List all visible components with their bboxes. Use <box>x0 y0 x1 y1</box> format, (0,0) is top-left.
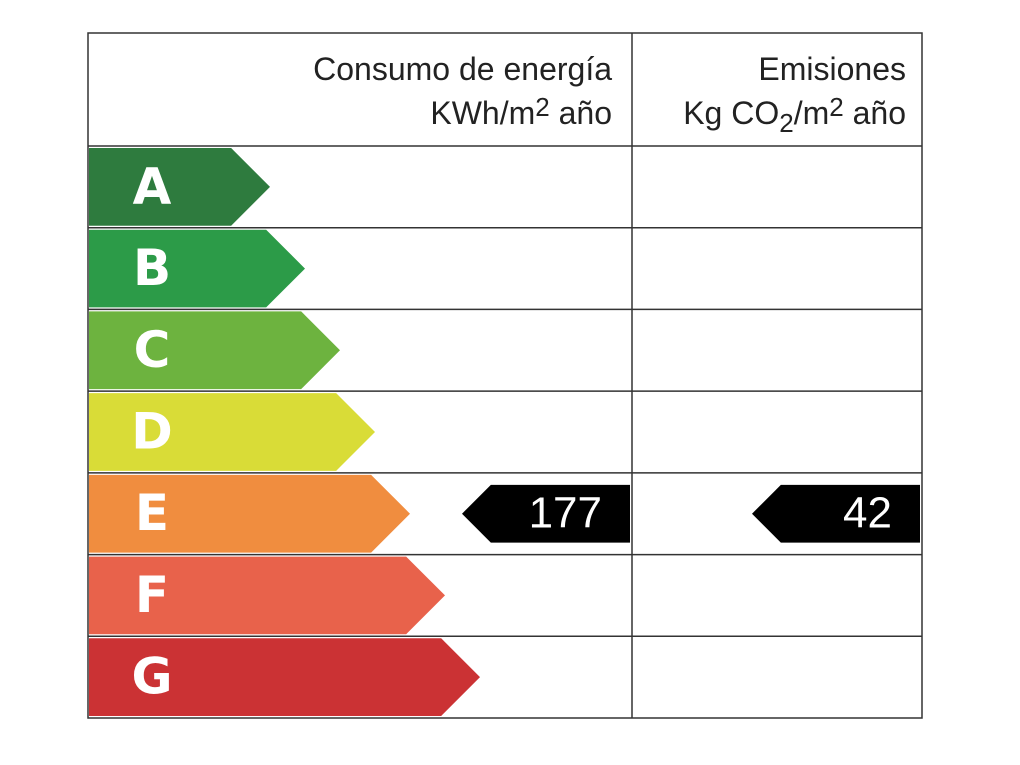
class-arrow <box>89 474 410 553</box>
unit-text: año <box>844 95 906 131</box>
unit-text: KWh/m <box>430 95 535 131</box>
subscript: 2 <box>779 108 793 138</box>
superscript: 2 <box>829 92 843 122</box>
class-letter: E <box>135 484 169 542</box>
rating-marker <box>752 484 920 543</box>
class-arrow <box>89 638 480 716</box>
rating-value: 42 <box>843 488 892 537</box>
class-letter: A <box>133 157 172 215</box>
superscript: 2 <box>535 92 549 122</box>
rating-value: 177 <box>529 488 602 537</box>
energy-title: Consumo de energía <box>313 51 612 87</box>
class-arrow <box>89 556 445 635</box>
unit-text: año <box>550 95 612 131</box>
unit-text: Kg CO <box>683 95 779 131</box>
class-letter: D <box>131 403 173 461</box>
class-letter: F <box>135 566 169 624</box>
class-arrow <box>89 311 340 390</box>
emissions-title: Emisiones <box>758 51 906 87</box>
class-letter: B <box>133 239 171 297</box>
unit-text: /m <box>794 95 830 131</box>
frame <box>87 32 923 719</box>
class-arrow <box>89 229 305 308</box>
energy-unit: KWh/m2 año <box>430 92 612 131</box>
class-letter: C <box>134 321 171 379</box>
class-arrow <box>89 393 375 471</box>
class-arrow <box>89 148 270 226</box>
class-letter: G <box>131 648 172 706</box>
rating-marker <box>462 484 630 543</box>
emissions-unit: Kg CO2/m2 año <box>683 92 906 138</box>
